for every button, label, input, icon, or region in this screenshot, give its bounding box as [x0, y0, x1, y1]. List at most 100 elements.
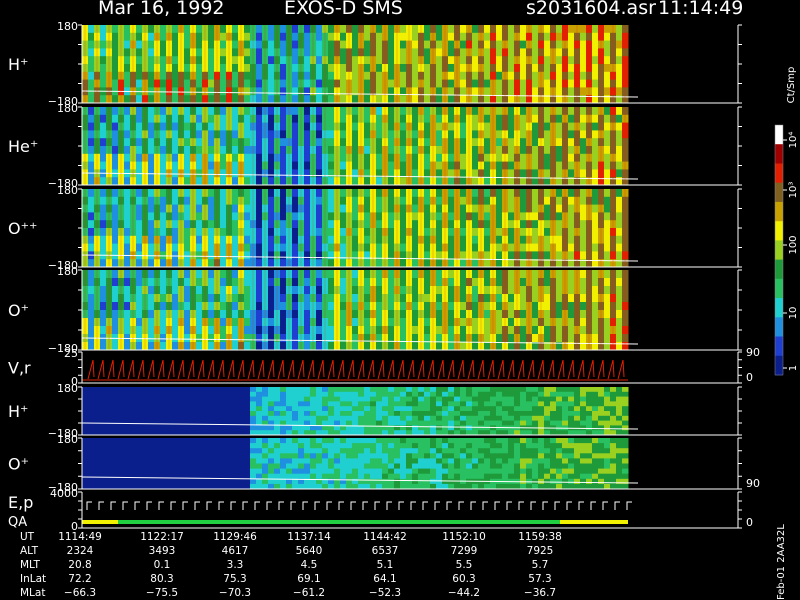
spectrogram-cell	[574, 122, 581, 131]
velocity-trace	[237, 359, 245, 380]
spectrogram-cell	[448, 406, 455, 412]
spectrogram-cell	[328, 161, 335, 170]
spectrogram-cell	[172, 342, 179, 351]
spectrogram-cell	[178, 107, 185, 116]
spectrogram-cell	[598, 286, 605, 295]
spectrogram-cell	[100, 235, 107, 245]
spectrogram-cell	[526, 114, 533, 124]
spectrogram-cell	[466, 243, 473, 252]
spectrogram-cell	[142, 259, 149, 268]
spectrogram-cell	[112, 387, 119, 393]
spectrogram-cell	[376, 302, 383, 311]
spectrogram-cell	[568, 278, 575, 287]
spectrogram-cell	[580, 153, 587, 163]
spectrogram-cell	[604, 425, 611, 431]
spectrogram-cell	[484, 169, 491, 178]
spectrogram-cell	[196, 130, 203, 139]
spectrogram-cell	[622, 130, 629, 139]
spectrogram-cell	[280, 220, 287, 229]
spectrogram-cell	[472, 220, 479, 229]
spectrogram-cell	[148, 391, 155, 398]
spectrogram-cell	[586, 228, 593, 237]
spectrogram-cell	[292, 259, 299, 268]
spectrogram-cell	[364, 169, 371, 178]
spectrogram-cell	[244, 235, 251, 245]
spectrogram-cell	[310, 79, 317, 88]
spectrogram-cell	[130, 32, 137, 42]
spectrogram-cell	[238, 32, 245, 42]
spectrogram-cell	[568, 430, 575, 436]
spectrogram-cell	[226, 302, 233, 311]
spectrogram-cell	[592, 169, 599, 178]
spectrogram-cell	[538, 326, 545, 335]
spectrogram-cell	[412, 161, 419, 170]
spectrogram-cell	[118, 326, 125, 335]
spectrogram-cell	[556, 95, 563, 104]
spectrogram-cell	[100, 114, 107, 124]
spectrogram-cell	[394, 189, 401, 198]
spectrogram-cell	[94, 153, 101, 163]
spectrogram-cell	[136, 326, 143, 335]
spectrogram-cell	[592, 138, 599, 147]
spectrogram-cell	[400, 342, 407, 351]
spectrogram-cell	[202, 177, 209, 186]
spectrogram-cell	[556, 278, 563, 287]
spectrogram-cell	[568, 396, 575, 402]
spectrogram-cell	[178, 204, 185, 213]
spectrogram-cell	[334, 138, 341, 147]
spectrogram-cell	[580, 259, 587, 268]
spectrogram-cell	[220, 79, 227, 88]
spectrogram-cell	[364, 411, 371, 417]
spectrogram-cell	[490, 153, 497, 163]
spectrogram-cell	[466, 71, 473, 81]
spectrogram-cell	[304, 294, 311, 303]
spectrogram-cell	[214, 430, 221, 436]
spectrogram-cell	[94, 318, 101, 327]
spectrogram-cell	[346, 302, 353, 311]
spectrogram-cell	[616, 430, 623, 436]
spectrogram-cell	[604, 122, 611, 131]
spectrogram-cell	[208, 318, 215, 327]
spectrogram-cell	[604, 48, 611, 57]
spectrogram-cell	[436, 251, 443, 260]
spectrogram-cell	[622, 342, 629, 351]
spectrogram-cell	[556, 79, 563, 88]
spectrogram-cell	[418, 406, 425, 412]
spectrogram-cell	[586, 95, 593, 104]
spectrogram-cell	[220, 196, 227, 206]
spectrogram-cell	[88, 302, 95, 311]
spectrogram-cell	[352, 220, 359, 229]
spectrogram-cell	[484, 302, 491, 311]
spectrogram-cell	[436, 425, 443, 431]
spectrogram-cell	[304, 122, 311, 131]
spectrogram-cell	[106, 286, 113, 295]
spectrogram-cell	[274, 430, 281, 436]
spectrogram-cell	[394, 169, 401, 178]
spectrogram-cell	[532, 278, 539, 287]
spectrogram-cell	[310, 286, 317, 295]
spectrogram-cell	[334, 169, 341, 178]
spectrogram-cell	[274, 161, 281, 170]
spectrogram-cell	[544, 196, 551, 206]
spectrogram-cell	[106, 146, 113, 155]
spectrogram-cell	[118, 430, 125, 436]
spectrogram-cell	[340, 387, 347, 393]
spectrogram-cell	[364, 259, 371, 268]
spectrogram-cell	[436, 212, 443, 221]
spectrogram-cell	[604, 40, 611, 49]
spectrogram-cell	[202, 318, 209, 327]
spectrogram-cell	[574, 334, 581, 343]
spectrogram-cell	[238, 220, 245, 229]
spectrogram-cell	[130, 468, 137, 475]
spectrogram-cell	[376, 153, 383, 163]
spectrogram-cell	[220, 334, 227, 343]
spectrogram-cell	[418, 56, 425, 65]
spectrogram-cell	[82, 196, 89, 206]
spectrogram-cell	[478, 153, 485, 163]
spectrogram-cell	[238, 87, 245, 96]
spectrogram-cell	[388, 243, 395, 252]
spectrogram-cell	[394, 71, 401, 81]
spectrogram-cell	[106, 278, 113, 287]
spectrogram-cell	[586, 318, 593, 327]
spectrogram-cell	[112, 220, 119, 229]
